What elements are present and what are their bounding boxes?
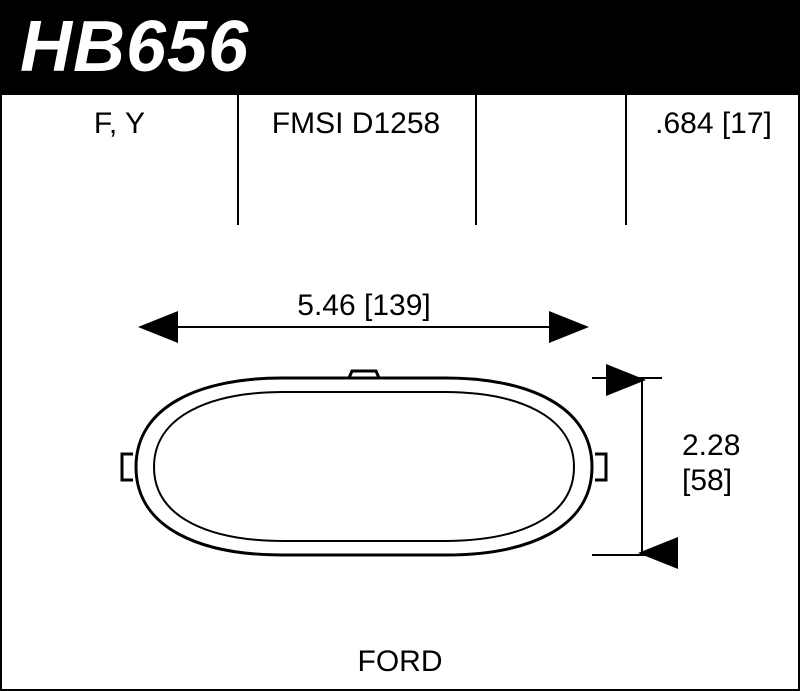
pad-outer-outline bbox=[136, 378, 592, 555]
pad-shape bbox=[122, 371, 606, 555]
separator bbox=[475, 95, 477, 225]
pad-notch-left bbox=[122, 454, 133, 480]
diagram-frame: F, Y FMSI D1258 .684 [17] 5.46 [139] 2 bbox=[0, 95, 800, 691]
width-dimension-label: 5.46 [139] bbox=[297, 289, 430, 322]
pad-top-tab bbox=[349, 371, 379, 378]
thickness: .684 [17] bbox=[625, 107, 800, 141]
compound-codes: F, Y bbox=[2, 107, 237, 141]
height-dimension-label-1: 2.28 bbox=[682, 429, 740, 462]
part-number: HB656 bbox=[20, 11, 249, 83]
brand-label: FORD bbox=[2, 645, 798, 679]
pad-notch-right bbox=[595, 454, 606, 480]
header-bar: HB656 bbox=[0, 0, 800, 95]
spec-row: F, Y FMSI D1258 .684 [17] bbox=[2, 95, 798, 225]
fmsi-code: FMSI D1258 bbox=[237, 107, 475, 141]
height-dimension-label-2: [58] bbox=[682, 464, 732, 497]
pad-inner-outline bbox=[154, 392, 574, 541]
